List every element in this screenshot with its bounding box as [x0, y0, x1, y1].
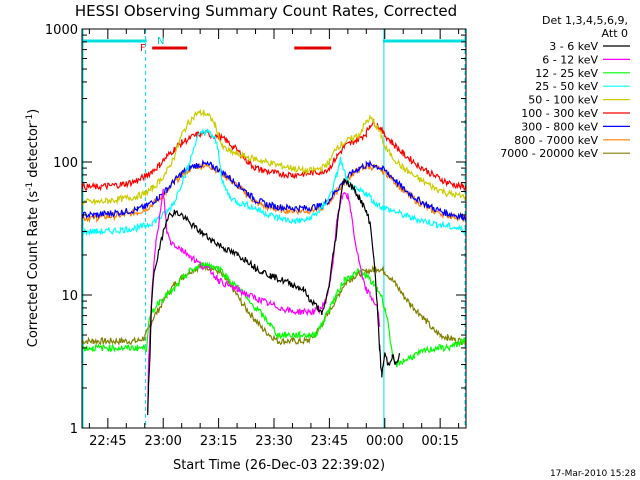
series-line — [82, 159, 466, 221]
flag-label-f: F — [140, 43, 146, 54]
plot-area — [81, 28, 467, 429]
x-tick-label: 00:15 — [421, 434, 458, 449]
series-line — [82, 128, 466, 237]
legend-label: 6 - 12 keV — [542, 53, 598, 66]
legend-label: 3 - 6 keV — [549, 40, 598, 53]
y-tick-label: 10 — [61, 289, 78, 304]
series-line — [82, 118, 466, 192]
legend-label: 100 - 300 keV — [521, 107, 598, 120]
y-tick-label: 100 — [53, 156, 78, 171]
series-line — [82, 161, 466, 224]
flag-label-n: N — [157, 36, 164, 47]
x-tick-label: 22:45 — [89, 434, 126, 449]
legend-label: 25 - 50 keV — [535, 80, 598, 93]
series-line — [147, 188, 381, 413]
series-line — [82, 261, 466, 368]
x-tick-label: 23:15 — [200, 434, 237, 449]
legend-header-line2: Att 0 — [602, 27, 628, 40]
legend-header-line1: Det 1,3,4,5,6,9, — [542, 14, 628, 27]
x-axis: 22:45 23:00 23:15 23:30 23:45 00:00 00:15 — [88, 29, 460, 449]
legend-label: 12 - 25 keV — [535, 67, 598, 80]
x-tick-label: 00:00 — [366, 434, 403, 449]
y-tick-label: 1 — [70, 422, 78, 437]
x-axis-label: Start Time (26-Dec-03 22:39:02) — [173, 458, 385, 473]
y-axis-label-group: Corrected Count Rate (s-1 detector-1) — [25, 109, 41, 347]
y-tick-label: 1000 — [45, 23, 78, 38]
legend-label: 7000 - 20000 keV — [500, 147, 598, 160]
footer-timestamp: 17-Mar-2010 15:28 — [550, 469, 636, 479]
y-axis-label: Corrected Count Rate (s-1 detector-1) — [25, 109, 41, 347]
series-line — [82, 108, 466, 207]
y-axis: 1 10 100 1000 — [45, 23, 466, 437]
legend-label: 800 - 7000 keV — [514, 134, 598, 147]
series-line — [147, 177, 401, 416]
x-tick-label: 23:30 — [255, 434, 292, 449]
legend-label: 50 - 100 keV — [528, 94, 598, 107]
chart-title: HESSI Observing Summary Count Rates, Cor… — [75, 2, 457, 20]
legend-label: 300 - 800 keV — [521, 120, 598, 133]
x-tick-label: 23:45 — [311, 434, 348, 449]
x-tick-label: 23:00 — [144, 434, 181, 449]
